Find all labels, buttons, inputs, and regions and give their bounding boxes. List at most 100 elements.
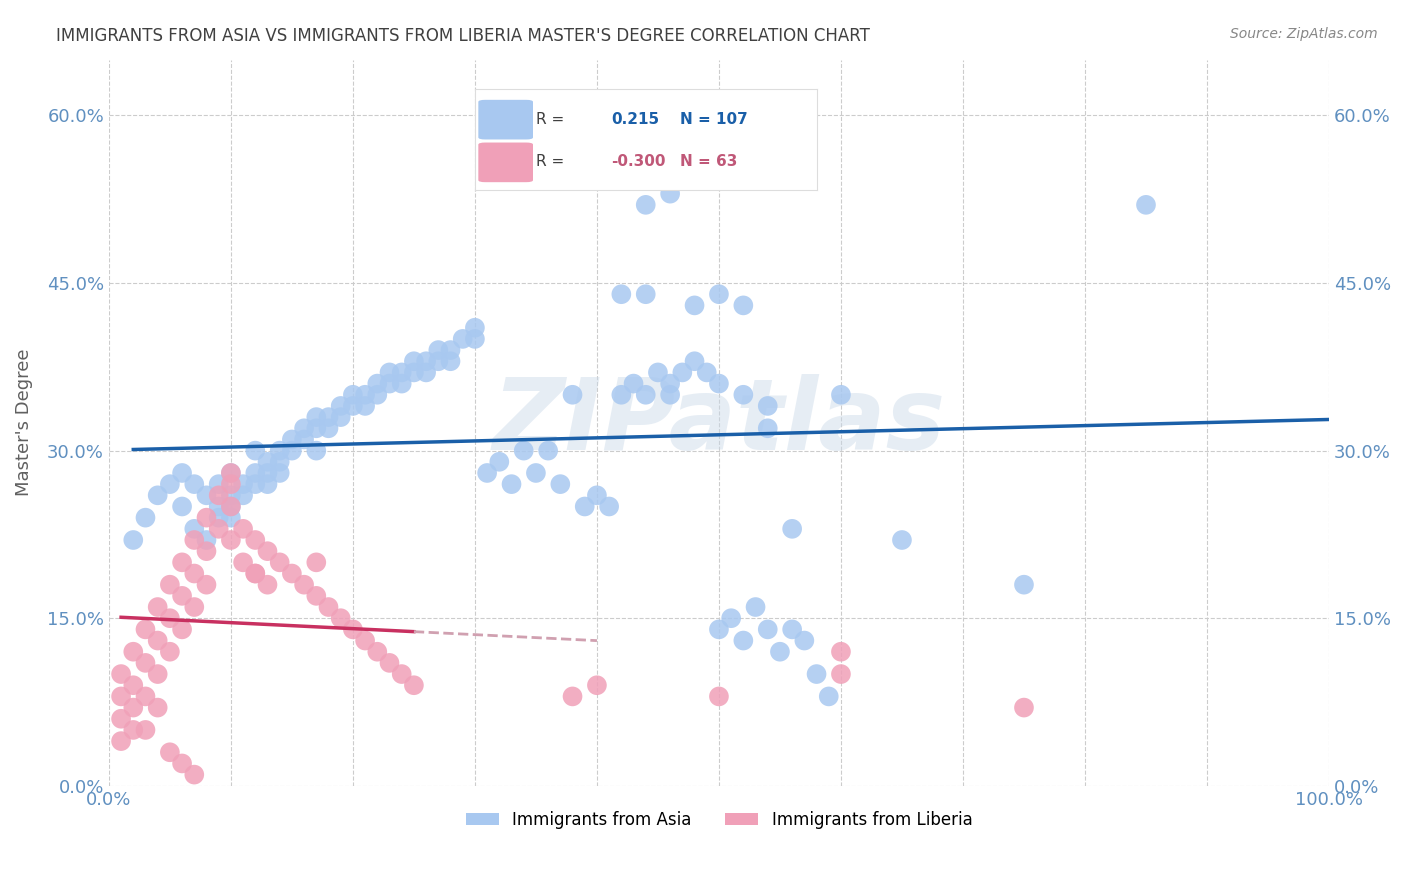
Point [292, 433, 315, 447]
Point [659, 186, 682, 201]
Point [342, 399, 364, 413]
Point [305, 421, 328, 435]
Point [122, 533, 145, 547]
Point [305, 589, 328, 603]
Point [195, 544, 218, 558]
Point [707, 376, 730, 391]
Point [378, 656, 401, 670]
Point [159, 645, 181, 659]
Point [183, 600, 205, 615]
Point [451, 332, 474, 346]
Point [183, 522, 205, 536]
Point [439, 354, 461, 368]
Point [245, 443, 267, 458]
Point [208, 500, 231, 514]
Point [256, 577, 278, 591]
Point [219, 466, 242, 480]
Point [232, 522, 254, 536]
Point [110, 712, 132, 726]
Point [659, 388, 682, 402]
Point [707, 287, 730, 301]
Point [134, 723, 156, 737]
Point [671, 366, 693, 380]
Point [122, 678, 145, 692]
Point [256, 455, 278, 469]
Point [830, 667, 852, 681]
Point [219, 466, 242, 480]
Point [512, 443, 534, 458]
Point [720, 108, 742, 122]
Point [281, 443, 304, 458]
Point [537, 443, 560, 458]
Point [146, 667, 169, 681]
Point [1012, 700, 1035, 714]
Point [305, 410, 328, 425]
Point [610, 287, 633, 301]
Point [342, 623, 364, 637]
Point [634, 287, 657, 301]
Point [647, 366, 669, 380]
Point [134, 690, 156, 704]
Point [733, 388, 755, 402]
Point [122, 645, 145, 659]
Point [756, 421, 779, 435]
Point [475, 466, 498, 480]
Point [110, 667, 132, 681]
Y-axis label: Master's Degree: Master's Degree [15, 349, 32, 497]
Point [354, 633, 377, 648]
Point [219, 488, 242, 502]
Point [281, 566, 304, 581]
Point [305, 443, 328, 458]
Point [146, 633, 169, 648]
Point [891, 533, 914, 547]
Point [391, 667, 413, 681]
Point [366, 388, 388, 402]
Point [256, 466, 278, 480]
Point [830, 388, 852, 402]
Point [219, 533, 242, 547]
Text: Source: ZipAtlas.com: Source: ZipAtlas.com [1230, 27, 1378, 41]
Point [245, 477, 267, 491]
Point [610, 388, 633, 402]
Point [318, 600, 340, 615]
Point [439, 343, 461, 357]
Point [208, 477, 231, 491]
Point [146, 488, 169, 502]
Point [391, 366, 413, 380]
Point [683, 298, 706, 312]
Point [329, 410, 352, 425]
Point [366, 645, 388, 659]
Point [232, 555, 254, 569]
Point [659, 376, 682, 391]
Point [561, 690, 583, 704]
Point [780, 522, 803, 536]
Point [232, 477, 254, 491]
Point [219, 510, 242, 524]
Point [245, 566, 267, 581]
Point [402, 678, 425, 692]
Point [318, 410, 340, 425]
Point [134, 656, 156, 670]
Point [342, 388, 364, 402]
Point [574, 500, 596, 514]
Point [219, 500, 242, 514]
Point [696, 366, 718, 380]
Point [806, 667, 828, 681]
Point [501, 477, 523, 491]
Point [415, 366, 437, 380]
Point [427, 354, 450, 368]
Point [733, 298, 755, 312]
Point [488, 455, 510, 469]
Point [402, 366, 425, 380]
Point [281, 433, 304, 447]
Point [172, 756, 194, 771]
Point [245, 466, 267, 480]
Text: ZIPatlas: ZIPatlas [492, 374, 945, 471]
Point [183, 566, 205, 581]
Point [464, 332, 486, 346]
Point [391, 376, 413, 391]
Point [1012, 577, 1035, 591]
Point [427, 343, 450, 357]
Point [219, 500, 242, 514]
Point [756, 623, 779, 637]
